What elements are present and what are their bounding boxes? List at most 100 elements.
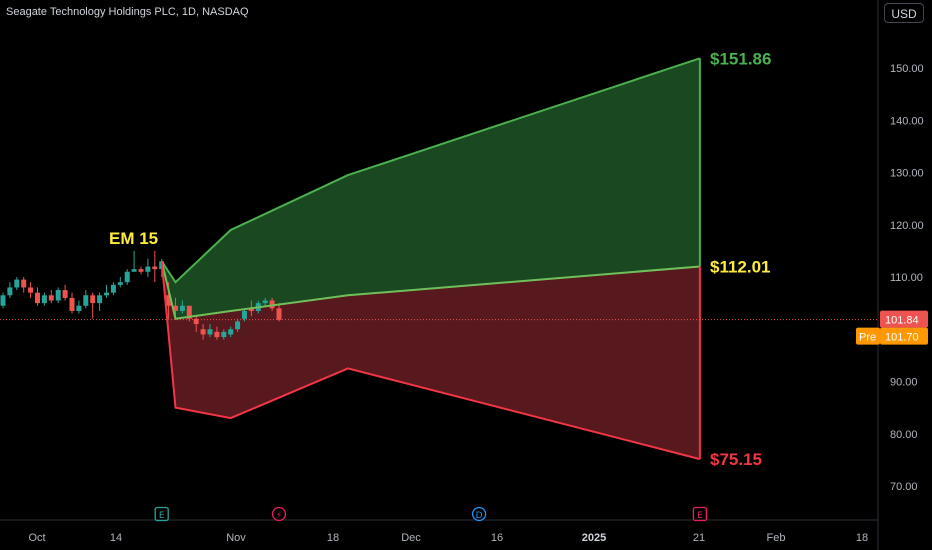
candle [104,284,109,298]
candle [200,324,206,340]
candle-body [124,271,130,283]
candle-body [221,331,227,338]
upper-target-label: $151.86 [710,49,771,68]
candle-body [14,279,20,288]
currency-button[interactable]: USD [884,3,924,23]
candle [117,277,123,288]
x-tick-label: Dec [401,532,421,544]
candle [152,250,158,283]
candle [138,266,144,275]
y-tick-label: 90.00 [890,377,918,389]
candle-body [62,290,68,298]
earnings-event-icon: E [154,506,169,522]
earnings-event-icon: E [692,506,708,522]
candle-body [83,295,89,306]
x-tick-label: 14 [110,532,122,544]
candle [41,292,47,306]
dividend-event-icon: ⚡ [271,506,287,522]
candle-body [235,321,241,330]
candle [276,303,282,322]
candle [35,287,40,306]
lower-target-label: $75.15 [710,450,762,469]
candle-body [97,295,103,304]
candle [110,282,116,296]
candle [7,282,13,298]
premarket-price-bg [880,327,928,345]
candle [186,305,192,322]
candle [90,292,96,319]
candle-body [152,266,158,270]
x-tick-label: 18 [327,532,339,544]
candle-body [110,284,116,293]
candle-body [276,308,282,320]
premarket-price: 101.70 [885,332,919,344]
event-marker-glyph: D [476,511,483,521]
candle-body [173,305,178,311]
candle [145,258,151,277]
candle-body [41,295,47,304]
event-marker-glyph: ⚡ [276,511,282,521]
candle-body [242,310,247,319]
candle [207,324,213,338]
y-tick-label: 140.00 [890,115,924,127]
candle [21,277,27,293]
candle-body [200,329,206,335]
y-tick-label: 70.00 [890,481,918,493]
dividend-event-icon: D [471,506,487,522]
candle-body [69,297,75,311]
event-marker-shape [692,506,708,522]
y-tick-label: 150.00 [890,63,924,75]
lower-expected-move-area [161,261,700,460]
candle [131,250,137,272]
y-tick-label: 130.00 [890,168,924,180]
candle [179,300,185,314]
candle [269,297,275,311]
candle-body [166,295,172,306]
premarket-label: Pre [859,332,876,344]
candle-body [248,308,254,311]
candle-body [138,269,144,272]
candle [69,292,75,314]
middle-line [160,261,700,320]
x-tick-label: 18 [856,532,868,544]
candle-body [207,329,213,335]
y-tick-label: 80.00 [890,429,918,441]
x-tick-label: 21 [693,532,705,544]
lower-bound-line [160,261,701,461]
x-tick-label: 2025 [582,532,606,544]
x-tick-label: Nov [226,532,246,544]
premarket-tag: Pre 101.70 [856,327,928,345]
candle [0,292,6,309]
candle-body [0,295,6,306]
candle [83,290,89,309]
middle-target-label: $112.01 [710,257,771,276]
event-marker-shape [154,506,169,522]
x-tick-label: Oct [28,532,45,544]
upper-expected-move-area [161,58,700,319]
candle-body [35,292,40,304]
candle [193,316,199,332]
em-label: EM 15 [109,229,158,248]
candle [48,290,54,304]
candle [14,277,20,291]
y-tick-label: 110.00 [890,272,923,284]
candle-body [117,282,123,285]
candle [235,318,241,332]
candle-body [179,305,185,311]
candle-body [48,295,54,301]
candle [55,287,61,304]
candle-body [269,300,275,309]
premarket-label-bg [856,327,880,345]
event-marker-glyph: E [159,511,165,521]
candle-body [186,305,192,319]
candle-body [21,279,27,288]
candle [173,297,178,317]
candle [262,297,268,306]
candle-body [214,331,220,338]
candle-body [131,269,137,272]
candle-body [7,287,13,296]
event-marker-glyph: E [697,511,703,521]
candle [76,300,82,314]
candle [97,292,103,311]
